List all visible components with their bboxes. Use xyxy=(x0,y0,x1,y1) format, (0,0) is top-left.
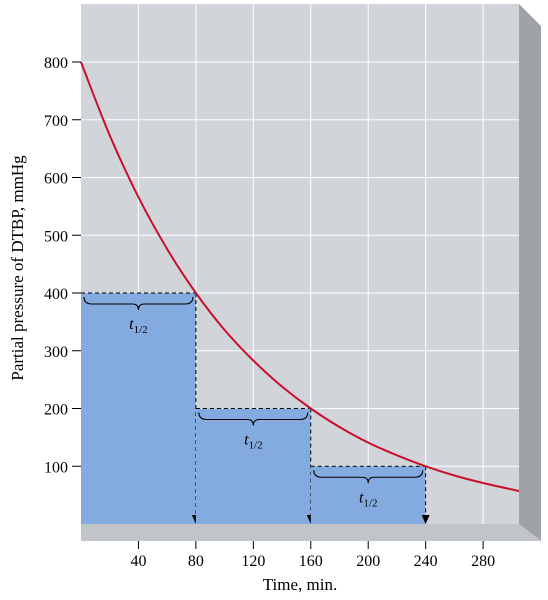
y-axis-title: Partial pressure of DTBP, mmHg xyxy=(8,155,27,381)
x-tick-label: 160 xyxy=(299,553,323,570)
panel-side xyxy=(519,4,541,541)
x-tick-label: 80 xyxy=(188,553,204,570)
x-axis-title: Time, min. xyxy=(263,575,337,594)
x-tick-label: 240 xyxy=(414,553,438,570)
x-tick-label: 200 xyxy=(356,553,380,570)
half-life-label-subscript: 1/2 xyxy=(363,497,377,509)
half-life-label-subscript: 1/2 xyxy=(249,440,263,452)
brace-icon xyxy=(83,296,194,311)
x-tick-label: 40 xyxy=(130,553,146,570)
half-life-rect-3 xyxy=(310,466,426,524)
x-tick-label: 280 xyxy=(471,553,495,570)
y-tick-label: 200 xyxy=(44,402,68,419)
y-tick-label: 300 xyxy=(44,344,68,361)
down-arrow-icon xyxy=(421,515,430,524)
y-tick-label: 100 xyxy=(44,459,68,476)
brace-icon xyxy=(313,470,424,484)
y-tick-label: 500 xyxy=(44,228,68,245)
decay-curve-1 xyxy=(80,61,520,493)
half-life-rect-1 xyxy=(81,293,196,524)
half-life-label-subscript: 1/2 xyxy=(134,324,148,336)
panel-bottom xyxy=(81,524,541,541)
y-tick-label: 400 xyxy=(44,286,68,303)
y-tick-label: 600 xyxy=(44,171,68,188)
brace-icon xyxy=(198,412,309,426)
y-tick-label: 800 xyxy=(44,55,68,72)
y-tick-label: 700 xyxy=(44,113,68,130)
x-tick-label: 120 xyxy=(241,553,265,570)
half-life-rect-2 xyxy=(195,408,311,524)
